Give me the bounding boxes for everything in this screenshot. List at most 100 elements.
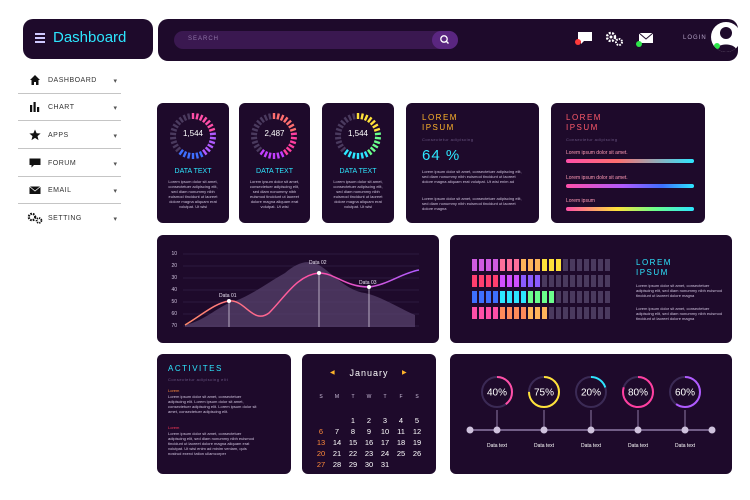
- gauge-tick: [268, 152, 272, 159]
- gauge-tick: [337, 143, 344, 149]
- calendar-day[interactable]: 19: [412, 438, 422, 447]
- calendar-day[interactable]: 9: [366, 427, 372, 436]
- equalizer-cell: [598, 275, 603, 287]
- gauge-tick: [372, 143, 379, 149]
- gauge-tick: [263, 114, 269, 121]
- calendar-day[interactable]: 27: [316, 460, 326, 469]
- calendar-day[interactable]: 7: [334, 427, 340, 436]
- avatar[interactable]: [711, 22, 741, 52]
- calendar-day[interactable]: 8: [350, 427, 356, 436]
- equalizer-cell: [493, 259, 498, 271]
- equalizer-bars: [472, 259, 610, 319]
- calendar-day[interactable]: 16: [364, 438, 374, 447]
- card-body: Lorem ipsum dolor sit amet, consectetuer…: [422, 196, 522, 211]
- calendar-day[interactable]: 23: [364, 449, 374, 458]
- calendar-day[interactable]: 26: [412, 449, 422, 458]
- chevron-down-icon: ▾: [113, 133, 117, 140]
- sidebar-item-forum[interactable]: FORUM ▾: [18, 151, 121, 177]
- mail-icon: [29, 186, 41, 194]
- equalizer-cell: [500, 291, 505, 303]
- equalizer-cell: [549, 275, 554, 287]
- bar-label: Lorem ipsum dolor sit amet.: [566, 150, 628, 156]
- calendar-day[interactable]: 17: [380, 438, 390, 447]
- weekday-label: T: [383, 394, 387, 400]
- login-link[interactable]: LOGIN: [683, 35, 707, 41]
- timeline-node[interactable]: [634, 426, 642, 434]
- calendar-day[interactable]: 18: [396, 438, 406, 447]
- card-title: LOREM IPSUM: [566, 113, 602, 133]
- sidebar-item-setting[interactable]: SETTING ▾: [18, 206, 121, 232]
- gauge-description: Lorem ipsum dolor sit amet, consectetuer…: [333, 179, 383, 209]
- calendar-day[interactable]: 12: [412, 427, 422, 436]
- calendar-day[interactable]: 31: [380, 460, 390, 469]
- data-point[interactable]: [317, 271, 321, 275]
- sidebar-item-label: CHART: [48, 104, 75, 111]
- calendar-day[interactable]: 15: [348, 438, 358, 447]
- calendar-card: ◀ January ▶ S M T W T F S 1 2 3 4 5 6 7 8 9 10 11 12 13 14 15…: [302, 354, 436, 474]
- calendar-day[interactable]: 20: [316, 449, 326, 458]
- sidebar-item-email[interactable]: EMAIL ▾: [18, 178, 121, 204]
- calendar-day[interactable]: 4: [398, 416, 404, 425]
- calendar-day[interactable]: 29: [348, 460, 358, 469]
- calendar-day[interactable]: 21: [332, 449, 342, 458]
- calendar-day[interactable]: 28: [332, 460, 342, 469]
- calendar-day[interactable]: 2: [366, 416, 372, 425]
- percent-card: LOREM IPSUM Consectetur adipiscing 64 % …: [406, 103, 539, 223]
- data-point[interactable]: [227, 299, 231, 303]
- equalizer-cell: [486, 307, 491, 319]
- calendar-day[interactable]: 10: [380, 427, 390, 436]
- next-month-button[interactable]: ▶: [402, 370, 407, 376]
- sidebar-item-chart[interactable]: CHART ▾: [18, 95, 121, 121]
- timeline-node[interactable]: [540, 426, 548, 434]
- chat-notification-icon[interactable]: [573, 29, 595, 49]
- calendar-day[interactable]: 11: [397, 427, 405, 436]
- gauge-tick: [170, 140, 178, 145]
- progress-fill: [566, 184, 694, 188]
- equalizer-cell: [556, 259, 561, 271]
- timeline-node[interactable]: [587, 426, 595, 434]
- timeline-node[interactable]: [493, 426, 501, 434]
- equalizer-cell: [507, 275, 512, 287]
- calendar-day[interactable]: 25: [396, 449, 406, 458]
- equalizer-cell: [479, 275, 484, 287]
- calendar-week: 6 7 8 9 10 11 12: [313, 426, 425, 437]
- mail-notification-icon[interactable]: [634, 29, 656, 49]
- equalizer-cell: [591, 259, 596, 271]
- prev-month-button[interactable]: ◀: [330, 370, 335, 376]
- calendar-day[interactable]: 30: [364, 460, 374, 469]
- gauge-tick: [290, 132, 297, 136]
- menu-icon[interactable]: [35, 33, 45, 43]
- gauge-tick: [373, 140, 381, 145]
- calendar-day[interactable]: 24: [380, 449, 390, 458]
- equalizer-cell: [507, 291, 512, 303]
- equalizer-cell: [514, 275, 519, 287]
- equalizer-cell: [472, 275, 477, 287]
- timeline-node[interactable]: [681, 426, 689, 434]
- equalizer-cell: [556, 275, 561, 287]
- sidebar-item-apps[interactable]: APPS ▾: [18, 123, 121, 149]
- calendar-day[interactable]: 14: [332, 438, 342, 447]
- gauge-tick: [285, 119, 292, 126]
- gauge-tick: [259, 149, 265, 156]
- gauge-tick: [251, 136, 258, 140]
- ring-label: Data text: [581, 443, 602, 449]
- calendar-day[interactable]: 13: [316, 438, 326, 447]
- data-point[interactable]: [367, 285, 371, 289]
- equalizer-cell: [528, 259, 533, 271]
- search-button[interactable]: [432, 31, 458, 49]
- calendar-day[interactable]: 6: [318, 427, 324, 436]
- equalizer-cell: [521, 291, 526, 303]
- calendar-day[interactable]: 22: [348, 449, 358, 458]
- calendar-day[interactable]: 5: [414, 416, 420, 425]
- calendar-day[interactable]: 3: [382, 416, 388, 425]
- calendar-week: 27 28 29 30 31: [313, 459, 425, 470]
- card-subtitle: Consectetur adipiscing: [422, 137, 474, 142]
- gauge-value: 1,544: [182, 129, 204, 138]
- settings-icon[interactable]: [603, 29, 625, 49]
- gauge-tick: [340, 146, 347, 153]
- calendar-day[interactable]: 1: [350, 416, 356, 425]
- search-input[interactable]: SEARCH: [174, 31, 458, 49]
- sidebar-item-dashboard[interactable]: DASHBOARD ▾: [18, 68, 121, 94]
- gauge-tick: [343, 149, 349, 156]
- weekday-label: T: [351, 394, 355, 400]
